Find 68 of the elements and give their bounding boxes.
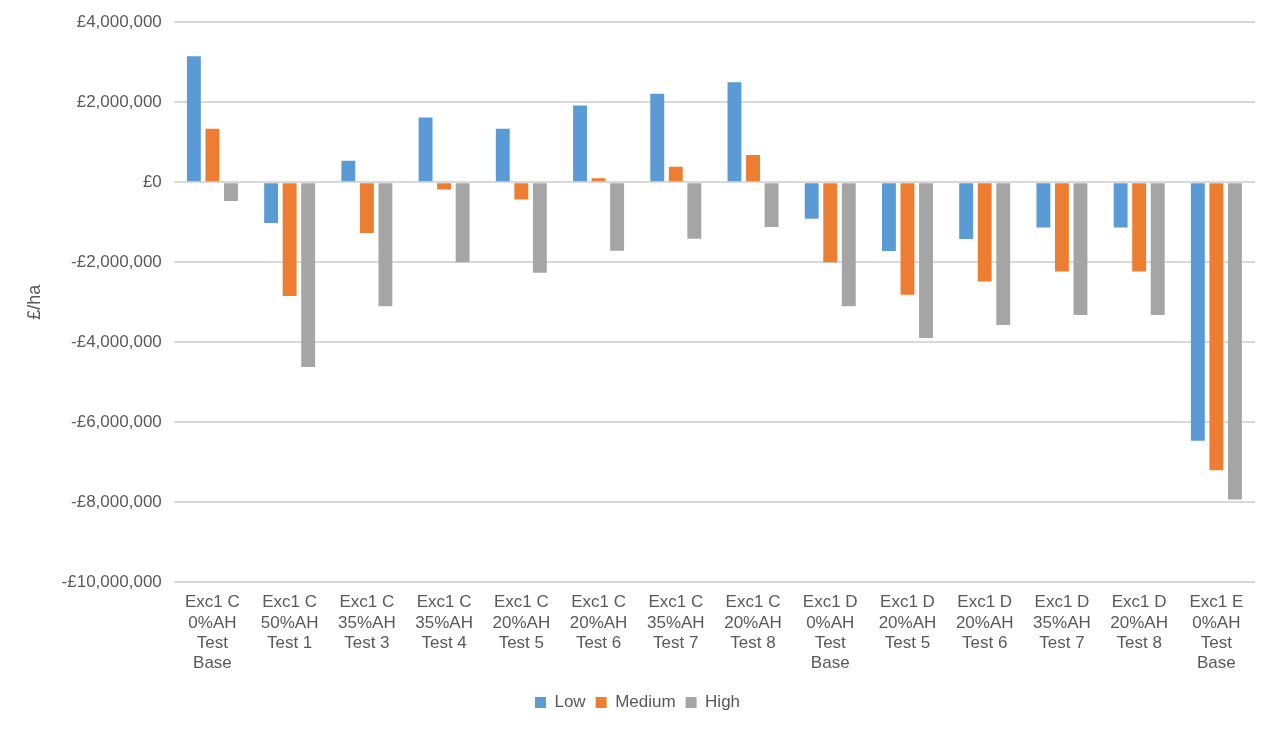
legend-label: High (705, 692, 741, 712)
x-tick-label: Exc1 C 35%AH Test 3 (338, 592, 396, 653)
bar (282, 183, 297, 296)
y-tick-label: -£4,000,000 (71, 332, 162, 351)
x-tick-label: Exc1 D 0%AH Test Base (802, 592, 858, 673)
y-axis-title: £/ha (23, 283, 44, 320)
bar (687, 183, 702, 239)
bar (1054, 183, 1069, 272)
y-tick-label: £2,000,000 (76, 91, 162, 111)
bar (264, 183, 279, 224)
legend-label: Medium (615, 692, 676, 712)
bar (823, 183, 838, 263)
legend-label: Low (554, 692, 587, 712)
bar (359, 183, 374, 234)
bar (591, 178, 606, 182)
bar (746, 155, 760, 182)
bar (455, 183, 470, 263)
x-tick-label: Exc1 D 35%AH Test 7 (1033, 592, 1091, 653)
y-tick-label: -£8,000,000 (71, 492, 162, 512)
bar (919, 183, 933, 338)
bar (186, 56, 201, 182)
x-tick-label: Exc1 C 50%AH Test 1 (260, 592, 319, 653)
bar (1227, 183, 1242, 500)
bar (727, 82, 742, 182)
bar (1036, 183, 1051, 228)
x-tick-label: Exc1 D 20%AH Test 8 (1110, 592, 1168, 653)
x-tick-label: Exc1 D 20%AH Test 6 (955, 592, 1014, 653)
bar (996, 183, 1011, 326)
bar (650, 93, 665, 182)
bar (959, 183, 974, 240)
bar (573, 105, 587, 182)
y-tick-label: £4,000,000 (76, 11, 162, 31)
bar (841, 183, 856, 307)
bar (378, 183, 393, 307)
y-tick-label: -£10,000,000 (61, 572, 162, 592)
bar (1209, 183, 1224, 471)
bar (610, 183, 625, 251)
bar (1113, 183, 1128, 228)
y-tick-label: -£6,000,000 (71, 412, 162, 432)
bar (764, 183, 779, 228)
bar (1073, 183, 1088, 316)
bar (1150, 183, 1165, 316)
x-tick-label: Exc1 E 0%AH Test Base (1189, 592, 1244, 673)
y-tick-label: -£2,000,000 (71, 251, 162, 271)
bar (881, 183, 896, 252)
bar (437, 183, 452, 190)
bar (205, 128, 220, 182)
x-tick-label: Exc1 C 35%AH Test 7 (646, 592, 705, 653)
bar (532, 183, 547, 273)
bar (514, 183, 529, 200)
x-tick-label: Exc1 C 20%AH Test 6 (569, 592, 628, 653)
y-tick-label: £0 (142, 171, 162, 191)
x-tick-label: Exc1 C 20%AH Test 8 (724, 592, 782, 653)
bar (1132, 183, 1147, 272)
bar (900, 183, 915, 295)
x-tick-label: Exc1 C 35%AH Test 4 (415, 592, 473, 653)
bar (668, 166, 683, 182)
bar (495, 128, 510, 182)
x-tick-label: Exc1 C 0%AH Test Base (185, 592, 240, 673)
x-tick-label: Exc1 D 20%AH Test 5 (878, 592, 937, 653)
bar (224, 183, 238, 202)
bar (301, 183, 316, 368)
bar (977, 183, 992, 282)
bar (804, 183, 819, 219)
bar (1190, 183, 1205, 441)
x-tick-label: Exc1 C 20%AH Test 5 (492, 592, 551, 653)
bar (341, 160, 356, 182)
bar (418, 117, 433, 182)
